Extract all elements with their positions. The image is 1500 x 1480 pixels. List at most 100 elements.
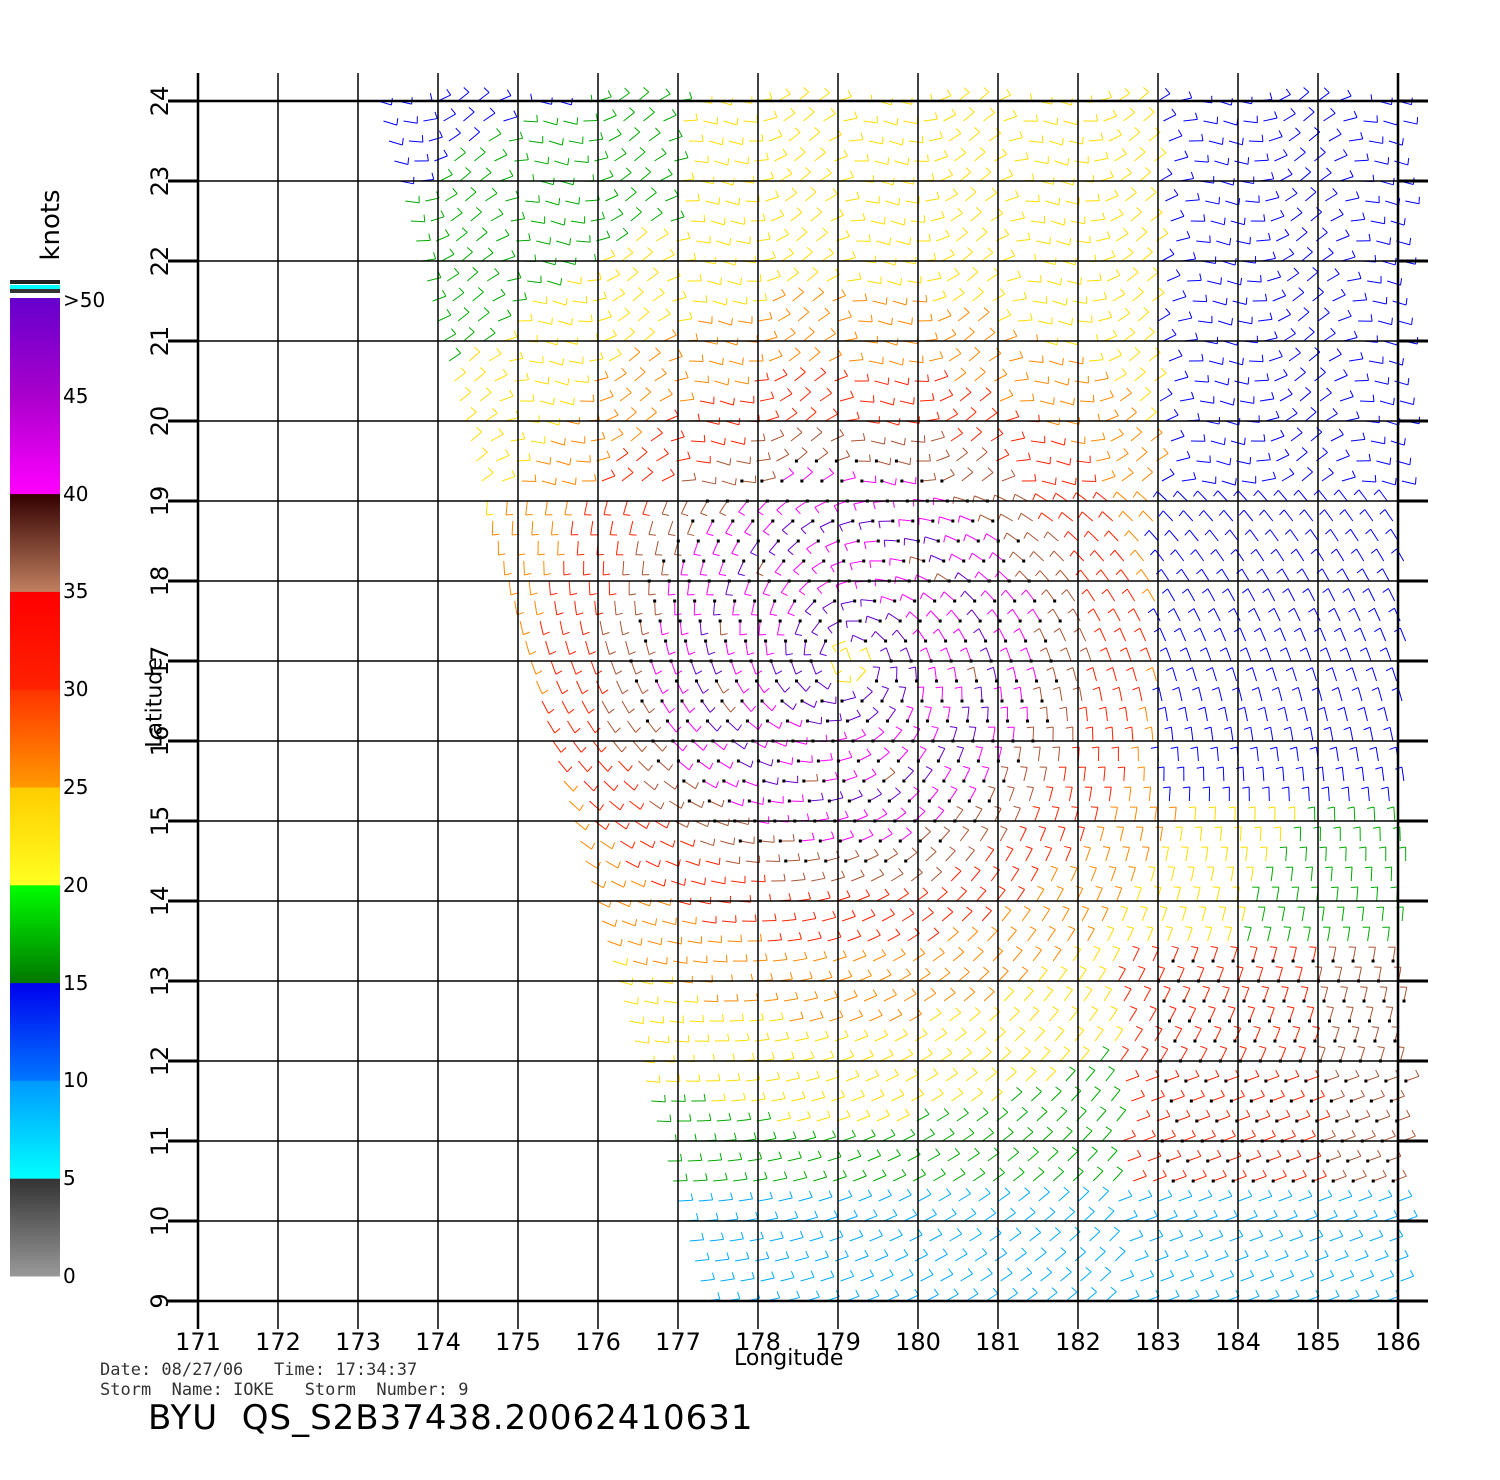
rain-flag: [758, 839, 762, 843]
rain-flag: [951, 519, 955, 523]
wind-barb-flag: [1384, 1249, 1389, 1257]
wind-barb-flag: [1171, 945, 1179, 949]
rain-flag: [742, 559, 746, 563]
wind-barb: [1297, 687, 1303, 702]
wind-barb: [1279, 1047, 1287, 1062]
wind-barb-flag: [669, 898, 672, 906]
wind-barb: [921, 687, 925, 702]
wind-barb-flag: [869, 1049, 874, 1056]
wind-barb-flag: [784, 448, 790, 455]
wind-barb-flag: [844, 544, 848, 552]
rain-flag: [800, 479, 804, 483]
wind-barb-flag: [957, 515, 961, 523]
wind-barb-flag: [560, 278, 563, 286]
wind-barb: [1050, 868, 1058, 882]
wind-barb-flag: [1243, 437, 1246, 445]
wind-barb-flag: [1012, 494, 1016, 502]
wind-barb-flag: [999, 1026, 1006, 1033]
wind-barb-flag: [933, 1068, 939, 1075]
wind-barb: [1081, 908, 1090, 922]
wind-barb: [1138, 968, 1146, 982]
wind-barb-flag: [1013, 329, 1018, 337]
wind-barb-flag: [1238, 906, 1246, 908]
wind-barb: [1296, 747, 1299, 762]
wind-barb: [889, 558, 904, 562]
wind-barb: [1345, 1075, 1360, 1082]
wind-barb: [1194, 1028, 1202, 1042]
wind-barb-flag: [669, 707, 676, 714]
wind-barb: [1296, 887, 1300, 902]
wind-barb-flag: [1117, 766, 1125, 769]
wind-barb: [1214, 380, 1229, 386]
wind-barb-flag: [1308, 327, 1315, 333]
wind-barb-flag: [779, 932, 783, 941]
wind-barb: [972, 951, 984, 962]
wind-barb-flag: [1107, 925, 1115, 929]
rain-flag: [955, 679, 959, 683]
wind-barb: [914, 1033, 928, 1042]
rain-flag: [1349, 1099, 1353, 1103]
wind-barb: [1210, 440, 1225, 446]
wind-barb: [1332, 294, 1346, 302]
wind-barb: [692, 300, 707, 303]
wind-barb: [714, 380, 729, 386]
wind-barb-flag: [561, 689, 569, 695]
wind-barb: [614, 600, 617, 615]
wind-barb-flag: [1324, 307, 1330, 314]
wind-barb-flag: [757, 723, 763, 730]
wind-barb-flag: [1240, 1089, 1245, 1097]
wind-barb-flag: [950, 785, 958, 790]
wind-barb: [1383, 987, 1388, 1002]
wind-barb-flag: [1132, 945, 1140, 949]
wind-barb-flag: [788, 467, 795, 474]
wind-barb-flag: [1026, 786, 1034, 789]
wind-barb-flag: [1193, 886, 1201, 888]
wind-barb-flag: [1202, 588, 1209, 594]
wind-barb-flag: [1283, 369, 1288, 376]
wind-barb-flag: [818, 287, 825, 293]
wind-barb: [1247, 280, 1262, 283]
wind-barb-flag: [900, 278, 903, 286]
wind-barb-flag: [960, 367, 967, 374]
wind-barb-flag: [965, 1187, 971, 1194]
wind-barb: [638, 760, 649, 772]
wind-barb: [1270, 867, 1274, 882]
wind-barb-flag: [822, 871, 826, 879]
wind-barb: [1170, 435, 1185, 442]
wind-barb: [1100, 1049, 1110, 1062]
wind-barb: [910, 872, 923, 882]
wind-barb-flag: [966, 609, 973, 616]
wind-barb-flag: [1333, 489, 1340, 496]
rain-flag: [738, 839, 742, 843]
wind-barb-flag: [1336, 348, 1342, 355]
wind-barb: [809, 1017, 824, 1022]
wind-barb: [967, 930, 979, 942]
wind-barb-flag: [615, 670, 623, 675]
wind-barb: [706, 520, 714, 534]
wind-barb-flag: [907, 766, 914, 772]
rain-flag: [1018, 619, 1022, 623]
rain-flag: [967, 799, 971, 803]
wind-barb: [1008, 787, 1015, 802]
wind-barb: [1351, 1095, 1365, 1102]
rain-flag: [1353, 1039, 1357, 1043]
wind-barb: [1229, 1007, 1236, 1022]
wind-barb: [849, 1235, 863, 1242]
wind-barb-flag: [1207, 1189, 1213, 1197]
wind-barb: [1167, 588, 1176, 602]
rain-flag: [678, 619, 682, 623]
wind-barb-flag: [918, 1088, 925, 1095]
wind-barb: [1047, 531, 1059, 542]
wind-barb: [927, 1153, 941, 1162]
wind-barb: [1220, 1275, 1234, 1282]
wind-barb: [809, 799, 824, 802]
wind-barb: [732, 740, 745, 750]
wind-barb: [612, 960, 627, 966]
wind-barb-flag: [474, 347, 481, 353]
wind-barb: [614, 373, 627, 382]
rain-flag: [1171, 1179, 1175, 1183]
wind-barb-flag: [492, 533, 500, 536]
wind-barb: [1134, 549, 1145, 562]
wind-barb-flag: [989, 327, 996, 334]
wind-barb-flag: [695, 333, 699, 341]
